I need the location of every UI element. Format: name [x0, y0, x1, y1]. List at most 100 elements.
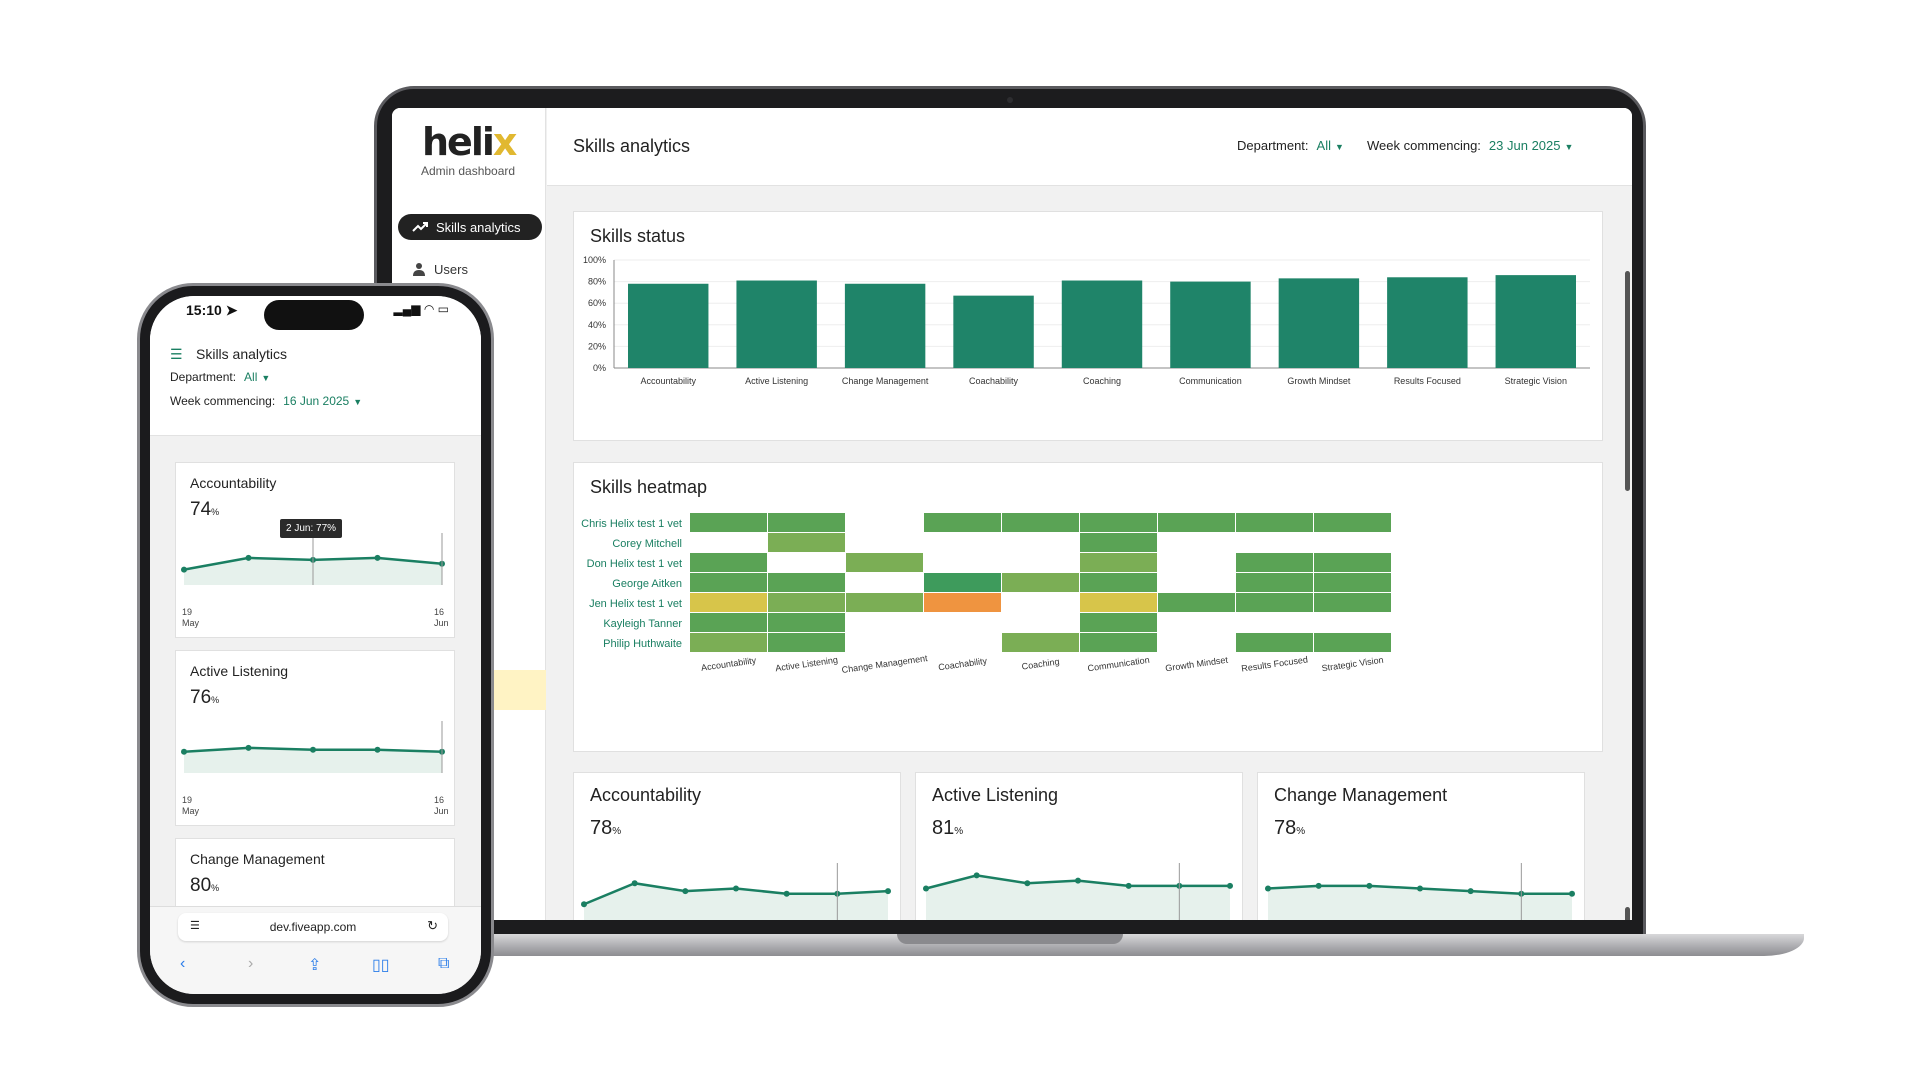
heatmap-cell [1002, 553, 1079, 572]
menu-icon[interactable]: ☰ [170, 346, 183, 362]
bookmarks-icon[interactable]: ▯▯ [372, 957, 390, 974]
battery-icon: ▭ [437, 302, 449, 316]
data-point [1075, 877, 1081, 884]
url-text: dev.fiveapp.com [269, 920, 357, 934]
heatmap-row-label: Kayleigh Tanner [603, 618, 682, 630]
reload-icon[interactable]: ↻ [427, 918, 438, 933]
card-title: Skills heatmap [590, 477, 708, 497]
data-point [245, 744, 252, 751]
phone-screen: 15:10 ➤ ▂▄▆ ◠ ▭ ☰ Skills analytics Depar… [150, 296, 481, 994]
mini-card-value: 78% [590, 817, 622, 839]
heatmap-cell [1236, 573, 1313, 592]
trend-icon [412, 222, 428, 232]
heatmap-col-label: Coachability [938, 656, 988, 673]
card-title: Active Listening [190, 663, 289, 679]
data-point [923, 885, 929, 892]
data-point [1024, 880, 1031, 887]
heatmap-cell [1080, 633, 1157, 652]
user-icon [413, 263, 425, 276]
heatmap-cell [1002, 573, 1079, 592]
bar [844, 283, 926, 368]
data-point [631, 880, 638, 887]
forward-icon[interactable]: › [248, 955, 254, 972]
department-label: Department: [170, 370, 237, 384]
data-point [1125, 882, 1132, 889]
tabs-icon[interactable]: ⧉ [438, 955, 450, 972]
caret-down-icon: ▼ [1564, 142, 1574, 152]
x-tick-label: Accountability [640, 376, 696, 386]
week-label: Week commencing: [170, 394, 276, 408]
data-point [885, 888, 891, 895]
heatmap-cell [846, 573, 923, 592]
x-axis-start-label: 19 May [182, 795, 200, 816]
share-icon[interactable]: ⇪ [308, 957, 322, 974]
data-point [1569, 890, 1575, 897]
phone-card-active-listening[interactable]: Active Listening 76% 19 May 16 Jun [175, 650, 455, 826]
heatmap-cell [924, 613, 1001, 632]
sidebar-item-users[interactable]: Users [398, 256, 542, 282]
department-value[interactable]: All [244, 370, 258, 384]
phone-card-change-management[interactable]: Change Management 80% [175, 838, 455, 908]
x-axis-start-label: 19 May [182, 607, 200, 628]
phone-card-accountability[interactable]: Accountability 74% 2 Jun: 77% 19 May 16 Ju… [175, 462, 455, 638]
caret-down-icon: ▼ [1335, 142, 1344, 152]
week-value[interactable]: 23 Jun 2025 [1488, 138, 1561, 153]
week-filter[interactable]: Week commencing: 23 Jun 2025 ▼ [1367, 138, 1573, 153]
heatmap-cell [1314, 553, 1391, 572]
heatmap-cell [1314, 573, 1391, 592]
caret-down-icon: ▼ [261, 373, 271, 383]
x-tick-label: Active Listening [745, 376, 808, 386]
x-tick-label: Communication [1179, 376, 1242, 386]
mini-card-active-listening[interactable]: Active Listening 81% [915, 772, 1243, 920]
url-bar[interactable]: ☰ dev.fiveapp.com ↻ [178, 913, 448, 941]
data-point [783, 890, 790, 897]
y-tick-label: 40% [588, 320, 606, 330]
mini-card-change-management[interactable]: Change Management 78% [1257, 772, 1585, 920]
x-tick-label: Strategic Vision [1505, 376, 1567, 386]
helix-logo[interactable]: helix [422, 120, 517, 164]
scrollbar[interactable] [1625, 271, 1630, 491]
bar [1495, 275, 1576, 368]
heatmap-cell [1314, 593, 1391, 612]
phone-week-filter[interactable]: Week commencing: 16 Jun 2025 ▼ [170, 394, 362, 408]
heatmap-col-label: Growth Mindset [1165, 655, 1229, 674]
department-filter[interactable]: Department: All ▼ [1237, 138, 1344, 153]
department-value[interactable]: All [1316, 138, 1331, 153]
y-tick-label: 80% [588, 277, 606, 287]
sidebar-item-label: Users [434, 261, 468, 277]
mini-card-value: 81% [932, 817, 964, 839]
mini-card-accountability[interactable]: Accountability 78% [573, 772, 901, 920]
safari-toolbar: ☰ dev.fiveapp.com ↻ ‹ › ⇪ ▯▯ ⧉ [150, 906, 481, 994]
heatmap-col-label: Strategic Vision [1321, 655, 1384, 674]
laptop-camera [1007, 97, 1013, 103]
back-icon[interactable]: ‹ [180, 955, 186, 972]
laptop-notch [897, 934, 1123, 944]
heatmap-cell [690, 553, 767, 572]
heatmap-cell [924, 533, 1001, 552]
sidebar-item-skills-analytics[interactable]: Skills analytics [398, 214, 542, 240]
skills-heatmap-card: Skills heatmap Chris Helix test 1 vet Cor… [573, 462, 1603, 752]
phone-department-filter[interactable]: Department: All ▼ [170, 370, 270, 384]
heatmap-col-label: Results Focused [1241, 654, 1309, 673]
heatmap-cell [1158, 513, 1235, 532]
x-tick-label: Growth Mindset [1287, 376, 1351, 386]
bar [736, 280, 817, 368]
trend-chart-active-listening-mobile [181, 721, 445, 773]
week-label: Week commencing: [1367, 138, 1481, 153]
heatmap-cell [1236, 613, 1313, 632]
logo-subtitle: Admin dashboard [421, 164, 516, 178]
heatmap-row-label: Chris Helix test 1 vet [581, 518, 682, 530]
area-fill [584, 883, 888, 920]
page-menu-icon[interactable]: ☰ [190, 920, 200, 932]
area-fill [1268, 885, 1572, 920]
scrollbar-thumb[interactable] [1625, 907, 1630, 920]
card-value: 76% [190, 687, 220, 708]
heatmap-cell [1080, 533, 1157, 552]
heatmap-cell [1314, 513, 1391, 532]
heatmap-cell [768, 593, 845, 612]
sidebar-item-label: Skills analytics [436, 219, 521, 235]
heatmap-cell [1236, 593, 1313, 612]
heatmap-cell [1158, 553, 1235, 572]
trend-chart-accountability [581, 863, 891, 920]
week-value[interactable]: 16 Jun 2025 [283, 394, 350, 408]
